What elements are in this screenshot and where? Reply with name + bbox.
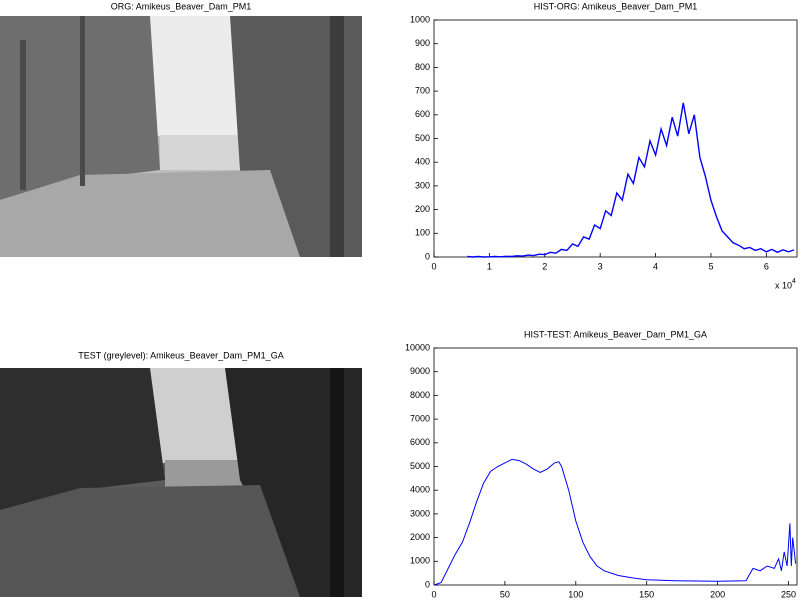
original-image: [0, 16, 362, 257]
y-tick-label: 0: [425, 251, 430, 261]
y-tick-label: 200: [415, 204, 430, 214]
x-tick-label: 100: [568, 589, 583, 599]
y-tick-label: 400: [415, 157, 430, 167]
y-tick-label: 6000: [410, 437, 430, 447]
x-tick-label: 150: [639, 589, 654, 599]
x-tick-label: 2: [542, 261, 547, 271]
axes-box: [433, 347, 798, 586]
x-tick-label: 250: [781, 589, 796, 599]
y-tick-label: 7000: [410, 413, 430, 423]
y-tick-label: 3000: [410, 508, 430, 518]
y-tick-label: 300: [415, 180, 430, 190]
x-scale-base: x 10: [775, 280, 792, 290]
y-tick-label: 4000: [410, 485, 430, 495]
y-tick-label: 700: [415, 85, 430, 95]
x-tick-label: 1: [487, 261, 492, 271]
y-tick-label: 100: [415, 228, 430, 238]
y-tick-label: 2000: [410, 532, 430, 542]
y-tick-label: 1000: [410, 556, 430, 566]
y-tick-label: 600: [415, 109, 430, 119]
y-tick-label: 500: [415, 133, 430, 143]
x-tick-label: 3: [598, 261, 603, 271]
image-title: ORG: Amikeus_Beaver_Dam_PM1: [111, 1, 252, 11]
chart-title: HIST-TEST: Amikeus_Beaver_Dam_PM1_GA: [524, 329, 707, 339]
histogram-line: [433, 458, 797, 586]
x-tick-label: 4: [653, 261, 658, 271]
y-tick-label: 5000: [410, 461, 430, 471]
y-tick-label: 900: [415, 38, 430, 48]
histogram-line: [467, 102, 795, 258]
y-tick-label: 1000: [410, 14, 430, 24]
x-tick-label: 0: [431, 589, 436, 599]
x-tick-label: 0: [431, 261, 436, 271]
y-tick-label: 9000: [410, 366, 430, 376]
chart-title: HIST-ORG: Amikeus_Beaver_Dam_PM1: [534, 1, 698, 11]
y-tick-label: 8000: [410, 390, 430, 400]
x-scale-exponent: 4: [792, 278, 796, 285]
x-tick-label: 6: [764, 261, 769, 271]
image-title: TEST (greylevel): Amikeus_Beaver_Dam_PM1…: [78, 350, 283, 360]
x-tick-label: 50: [500, 589, 510, 599]
test-image: [0, 368, 362, 597]
y-tick-label: 800: [415, 62, 430, 72]
x-tick-label: 200: [710, 589, 725, 599]
y-tick-label: 0: [425, 579, 430, 589]
x-tick-label: 5: [708, 261, 713, 271]
y-tick-label: 10000: [405, 342, 430, 352]
charts: HIST-ORG: Amikeus_Beaver_Dam_PM101002003…: [405, 1, 798, 599]
axes-box: [433, 19, 798, 258]
